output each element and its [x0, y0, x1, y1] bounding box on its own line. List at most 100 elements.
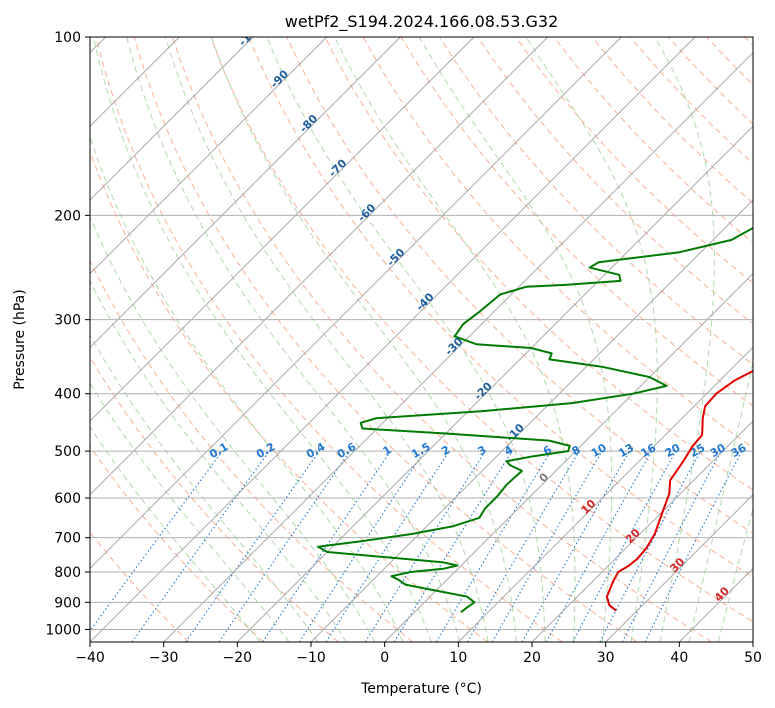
dry-adiabats: [90, 37, 753, 642]
isotherm--70: [90, 37, 475, 422]
dry-adiabat-190: [744, 37, 753, 47]
dry-adiabat-150: [591, 37, 753, 204]
x-tick-label: 20: [523, 650, 541, 666]
moist-adiabats: [90, 37, 753, 642]
isotherm-50: [752, 641, 753, 642]
isotherm-40: [679, 567, 753, 642]
mixing-ratio-line-0.2: [131, 450, 270, 642]
mixing-ratio-line-0.6: [218, 450, 351, 642]
moist-adiabat-16: [210, 37, 517, 642]
y-tick-label: 900: [54, 595, 81, 611]
y-tick-label: 500: [54, 444, 81, 460]
mixing-ratio-label: 30: [708, 441, 728, 460]
moist-adiabat-8: [126, 37, 461, 642]
mixing-ratio-line-16: [545, 450, 653, 642]
y-tick-label: 600: [54, 491, 81, 507]
x-tick-label: 0: [380, 650, 389, 666]
moist-adiabat-0: [90, 135, 404, 642]
dry-adiabat-50: [210, 37, 753, 623]
dry-adiabat--30: [90, 531, 190, 642]
moist-adiabat-24: [334, 37, 576, 642]
isotherm-20: [531, 420, 753, 642]
mixing-ratio-label: 13: [616, 441, 636, 460]
isotherm--80: [90, 37, 401, 348]
moist-adiabat-32: [525, 37, 658, 642]
moist-adiabat-36: [654, 37, 715, 642]
x-tick-label: −10: [296, 650, 326, 666]
isotherm-label: 40: [712, 584, 732, 604]
mixing-ratio-line-25: [599, 450, 702, 642]
isotherm-label: 10: [578, 497, 598, 517]
dewpoint-profile: [316, 226, 753, 613]
moist-adiabat-40: [688, 359, 753, 642]
dry-adiabat-80: [324, 37, 753, 491]
mixing-ratio-label: 0.6: [335, 440, 359, 461]
x-axis-title: Temperature (°C): [360, 681, 482, 697]
isotherm-10: [458, 346, 753, 642]
mixing-ratio-line-4: [393, 450, 513, 642]
pressure-gridlines: [90, 37, 753, 630]
y-axis-title: Pressure (hPa): [12, 289, 28, 389]
moist-adiabat--12: [90, 334, 319, 642]
y-tick-label: 100: [54, 30, 81, 46]
mixing-ratio-label: 20: [663, 441, 683, 460]
x-tick-label: 10: [449, 650, 467, 666]
x-tick-label: 30: [597, 650, 615, 666]
isotherm-label: 20: [623, 526, 643, 546]
moist-adiabat--4: [90, 215, 376, 642]
mixing-ratio-label: 6: [541, 443, 554, 458]
moist-adiabat--16: [90, 382, 290, 642]
dry-adiabat-40: [171, 37, 712, 642]
mixing-ratio-label: 16: [639, 441, 659, 460]
mixing-ratio-line-2: [325, 450, 450, 642]
y-tick-label: 700: [54, 531, 81, 547]
x-tick-label: −20: [223, 650, 253, 666]
mixing-ratio-line-0.4: [185, 450, 320, 642]
mixing-ratio-line-0.1: [90, 450, 223, 632]
dry-adiabat-130: [515, 37, 753, 284]
mixing-ratio-label: 4: [502, 443, 515, 458]
mixing-ratio-lines: [90, 450, 743, 642]
isotherm-0: [384, 273, 753, 642]
mixing-ratio-label: 0.4: [304, 440, 328, 461]
dry-adiabat-180: [706, 37, 753, 86]
profiles: [316, 226, 753, 613]
dry-adiabat-10: [90, 150, 488, 642]
isotherm-label: -80: [297, 112, 320, 135]
isotherm--20: [237, 125, 753, 642]
moist-adiabat-12: [165, 37, 489, 642]
y-tick-label: 1000: [45, 622, 81, 638]
x-tick-label: −30: [149, 650, 179, 666]
temperature-profile: [605, 369, 753, 612]
y-tick-label: 800: [54, 565, 81, 581]
isotherm--60: [90, 37, 548, 496]
y-tick-label: 200: [54, 208, 81, 224]
mixing-ratio-line-1: [262, 450, 392, 642]
mixing-ratio-label: 10: [589, 441, 609, 460]
mixing-ratio-line-8: [467, 450, 580, 642]
mixing-ratio-label: 1.5: [409, 440, 432, 461]
mixing-ratio-label: 0.1: [207, 440, 230, 461]
isotherm-label: -100: [236, 20, 265, 49]
isotherm--50: [90, 37, 622, 569]
isotherm-label: -50: [384, 246, 407, 269]
isotherm--100: [90, 37, 254, 201]
isotherm-label: -40: [413, 290, 436, 313]
mixing-ratio-line-13: [521, 450, 630, 642]
moist-adiabat--20: [90, 426, 261, 642]
dry-adiabat-0: [90, 259, 414, 642]
moist-adiabat-44: [717, 507, 753, 642]
dry-adiabat-120: [477, 37, 753, 325]
dry-adiabat-70: [286, 37, 753, 534]
isotherm-label: -10: [504, 421, 527, 444]
dry-adiabat--20: [90, 445, 264, 642]
moist-adiabat-28: [418, 37, 613, 642]
dry-adiabat-170: [668, 37, 753, 125]
y-tick-label: 300: [54, 313, 81, 329]
x-tick-label: 50: [744, 650, 762, 666]
isotherm-30: [605, 494, 753, 642]
dry-adiabat-20: [95, 37, 563, 642]
isotherm--40: [90, 37, 696, 642]
isotherms: [90, 37, 753, 642]
